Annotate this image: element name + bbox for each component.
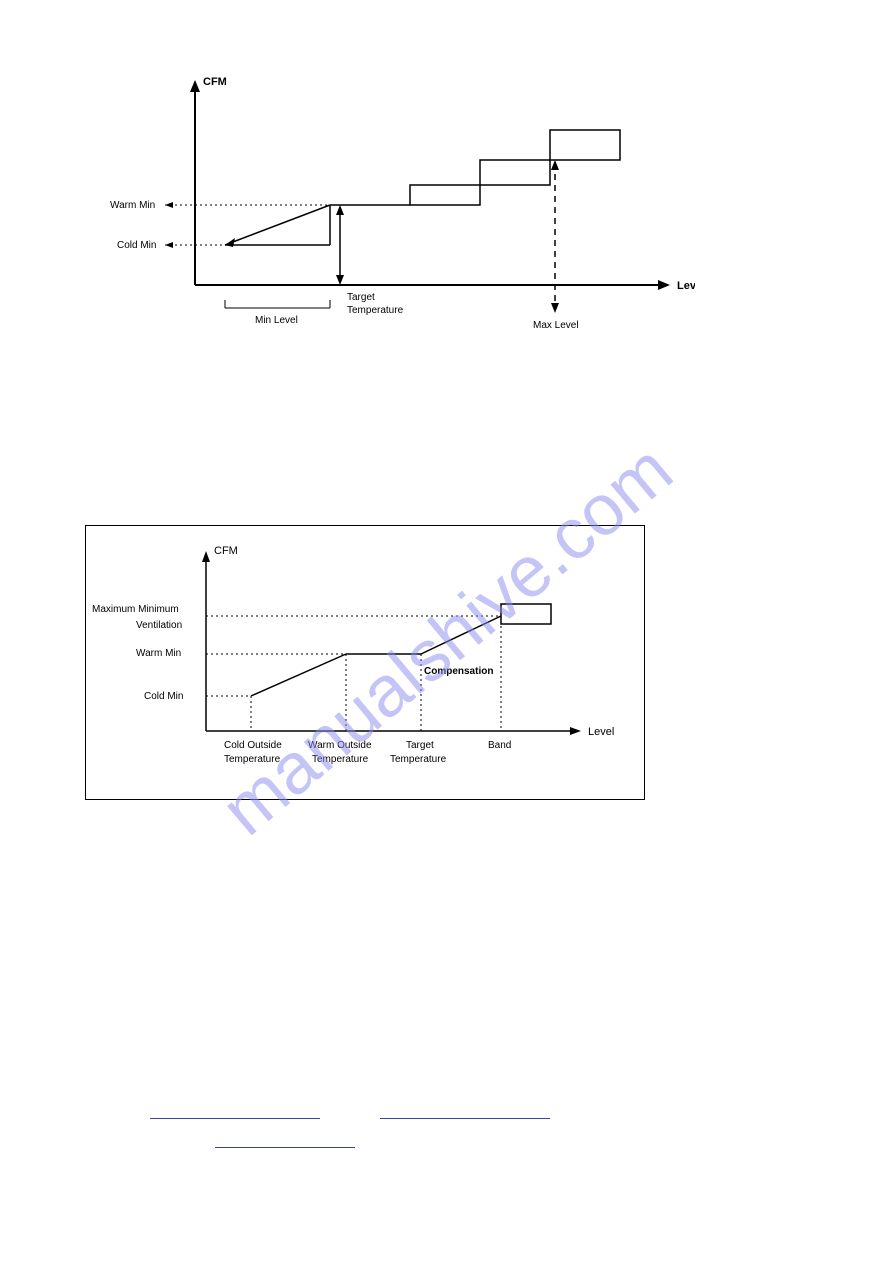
- diagram-2: CFM Level Maximum Minimum Ventilation Wa…: [85, 525, 645, 800]
- warm-outside-1: Warm Outside: [308, 740, 372, 751]
- y-axis-label-2: CFM: [214, 545, 238, 557]
- cold-min-label: Cold Min: [117, 240, 156, 251]
- band-label: Band: [488, 740, 511, 751]
- link-2: [380, 1118, 550, 1119]
- diagram-1: CFM Level Warm Min Cold Min: [95, 60, 695, 360]
- diagram-2-svg: CFM Level Maximum Minimum Ventilation Wa…: [86, 526, 646, 801]
- x-axis-label: Level: [677, 280, 695, 292]
- y-axis-label: CFM: [203, 76, 227, 88]
- target-label: Target: [347, 292, 375, 303]
- target-2: Temperature: [390, 754, 447, 765]
- diagram-1-svg: CFM Level Warm Min Cold Min: [95, 60, 695, 360]
- warm-min-label-2: Warm Min: [136, 648, 181, 659]
- cold-outside-1: Cold Outside: [224, 740, 282, 751]
- link-1: [150, 1118, 320, 1119]
- max-min-vent-label-2: Ventilation: [136, 620, 182, 631]
- max-min-vent-label-1: Maximum Minimum: [92, 604, 179, 615]
- max-level-label: Max Level: [533, 320, 579, 331]
- x-axis-label-2: Level: [588, 726, 614, 738]
- temperature-label: Temperature: [347, 305, 404, 316]
- cold-outside-2: Temperature: [224, 754, 281, 765]
- cold-min-label-2: Cold Min: [144, 691, 183, 702]
- link-3: [215, 1147, 355, 1148]
- compensation-label: Compensation: [424, 666, 493, 677]
- min-level-label: Min Level: [255, 315, 298, 326]
- warm-min-label: Warm Min: [110, 200, 155, 211]
- warm-outside-2: Temperature: [312, 754, 369, 765]
- target-1: Target: [406, 740, 434, 751]
